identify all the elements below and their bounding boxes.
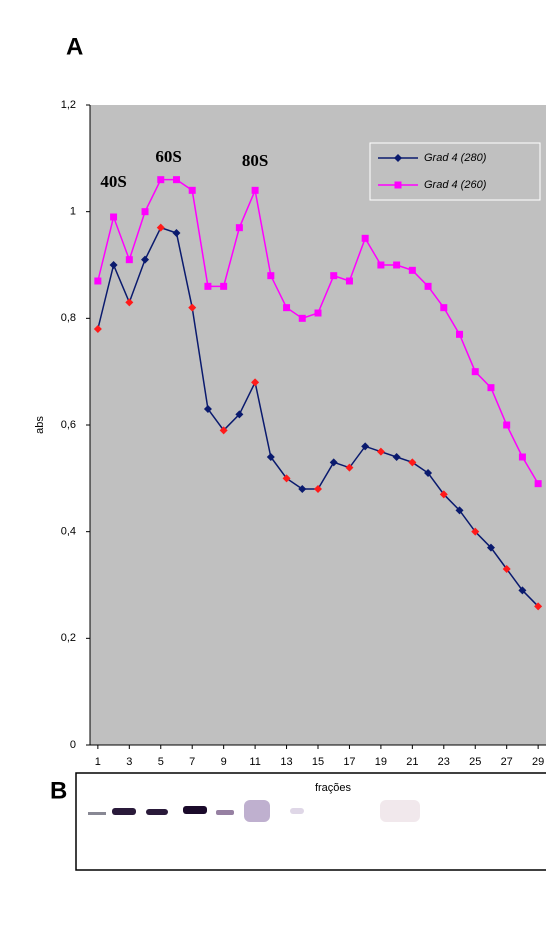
x-tick-label: 7 [189, 756, 195, 768]
x-tick-label: 3 [126, 756, 132, 768]
gel-band [216, 810, 234, 815]
gel-band [290, 808, 304, 814]
panel-label: A [66, 33, 83, 60]
data-point [535, 480, 542, 487]
data-point [519, 454, 526, 461]
data-point [157, 176, 164, 183]
data-point [236, 224, 243, 231]
gel-band [146, 809, 168, 815]
y-tick-label: 0,8 [61, 312, 76, 324]
data-point [110, 214, 117, 221]
figure: A B 00,20,40,60,811,21357911131517192123… [0, 0, 546, 927]
data-point [456, 331, 463, 338]
annotation: 40S [100, 172, 126, 191]
x-axis-label: frações [315, 782, 352, 794]
y-tick-label: 0,2 [61, 632, 76, 644]
data-point [425, 283, 432, 290]
data-point [267, 272, 274, 279]
x-tick-label: 13 [280, 756, 292, 768]
data-point [487, 384, 494, 391]
gel-band [88, 812, 106, 815]
data-point [503, 422, 510, 429]
data-point [126, 256, 133, 263]
gel-band [183, 806, 207, 814]
gel-image [76, 773, 546, 870]
y-tick-label: 0,6 [61, 419, 76, 431]
x-tick-label: 9 [221, 756, 227, 768]
data-point [346, 278, 353, 285]
x-tick-label: 25 [469, 756, 481, 768]
x-tick-label: 17 [343, 756, 355, 768]
data-point [189, 187, 196, 194]
x-tick-label: 1 [95, 756, 101, 768]
data-point [409, 267, 416, 274]
y-tick-label: 1 [70, 206, 76, 218]
x-tick-label: 5 [158, 756, 164, 768]
data-point [204, 283, 211, 290]
legend-marker [395, 182, 402, 189]
data-point [440, 304, 447, 311]
data-point [173, 176, 180, 183]
legend-label: Grad 4 (260) [424, 179, 487, 191]
x-tick-label: 11 [249, 756, 260, 768]
x-tick-label: 15 [312, 756, 324, 768]
data-point [377, 262, 384, 269]
gel-band [244, 800, 270, 822]
data-point [220, 283, 227, 290]
data-point [315, 310, 322, 317]
data-point [142, 208, 149, 215]
gel-band [112, 808, 136, 815]
data-point [283, 304, 290, 311]
x-tick-label: 19 [375, 756, 387, 768]
y-tick-label: 0 [70, 739, 76, 751]
plot-area [90, 105, 546, 745]
data-point [362, 235, 369, 242]
annotation: 80S [242, 151, 268, 170]
y-tick-label: 0,4 [61, 526, 76, 538]
gel-band [380, 800, 420, 822]
x-tick-label: 27 [501, 756, 513, 768]
data-point [299, 315, 306, 322]
data-point [472, 368, 479, 375]
legend-label: Grad 4 (280) [424, 152, 487, 164]
data-point [393, 262, 400, 269]
data-point [94, 278, 101, 285]
gel-frame [76, 773, 546, 870]
y-axis-label: abs [34, 416, 46, 434]
x-tick-label: 21 [406, 756, 418, 768]
data-point [330, 272, 337, 279]
x-tick-label: 29 [532, 756, 544, 768]
data-point [252, 187, 259, 194]
x-tick-label: 23 [438, 756, 450, 768]
panel-label: B [50, 777, 67, 804]
y-tick-label: 1,2 [61, 99, 76, 111]
annotation: 60S [155, 147, 181, 166]
